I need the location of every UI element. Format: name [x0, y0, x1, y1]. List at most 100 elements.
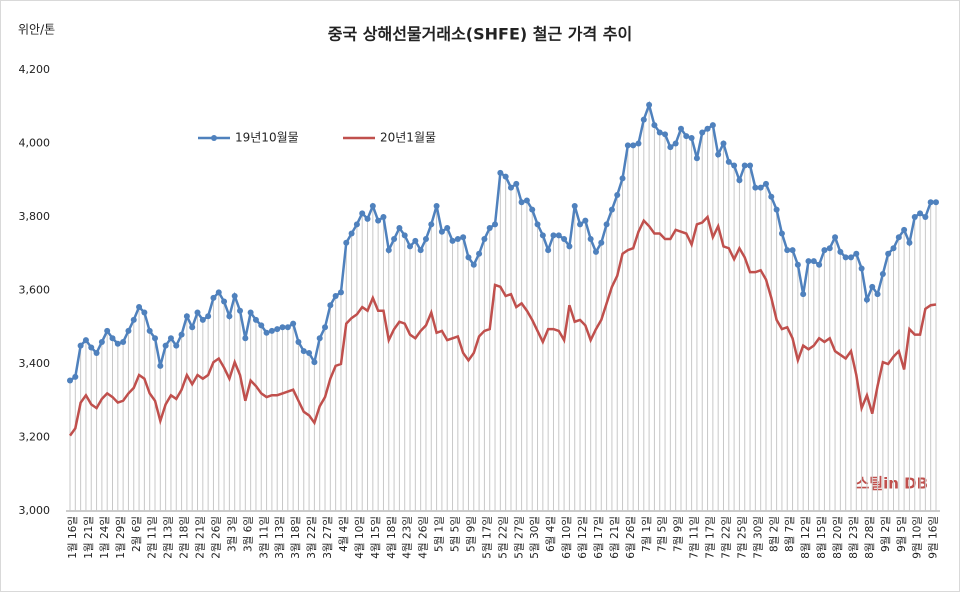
point-marker: [476, 250, 483, 257]
point-marker: [438, 228, 445, 235]
x-tick-label: 3월 18일: [289, 516, 302, 559]
x-tick-label: 3월 3일: [225, 516, 238, 552]
x-tick-label: 8월 12일: [799, 516, 812, 559]
point-marker: [98, 338, 105, 345]
point-marker: [821, 247, 828, 254]
point-marker: [88, 344, 95, 351]
point-marker: [847, 254, 854, 261]
point-marker: [651, 122, 658, 129]
x-tick-label: 9월 5일: [895, 516, 908, 552]
point-marker: [832, 234, 839, 241]
point-marker: [252, 316, 259, 323]
x-tick-label: 1월 29일: [114, 516, 127, 559]
x-tick-label: 3월 22일: [305, 516, 318, 559]
x-tick-label: 8월 20일: [831, 516, 844, 559]
x-tick-label: 9월 10일: [911, 516, 924, 559]
y-tick-label: 3,400: [19, 357, 51, 370]
point-marker: [167, 335, 174, 342]
x-tick-label: 7월 9일: [672, 516, 685, 552]
x-tick-label: 5월 9일: [464, 516, 477, 552]
x-tick-label: 2월 6일: [130, 516, 143, 552]
point-marker: [577, 221, 584, 228]
point-marker: [210, 294, 217, 301]
point-marker: [518, 199, 525, 206]
point-marker: [513, 180, 520, 187]
point-marker: [608, 206, 615, 213]
point-marker: [82, 337, 89, 344]
point-marker: [816, 261, 823, 268]
point-marker: [407, 243, 414, 250]
point-marker: [693, 155, 700, 162]
point-marker: [428, 221, 435, 228]
point-marker: [810, 258, 817, 265]
point-marker: [274, 326, 281, 333]
point-marker: [401, 232, 408, 239]
point-marker: [561, 236, 568, 243]
point-marker: [922, 214, 929, 220]
x-tick-label: 4월 26일: [417, 516, 430, 559]
x-tick-label: 5월 17일: [480, 516, 493, 559]
x-tick-label: 8월 15일: [815, 516, 828, 559]
point-marker: [662, 131, 669, 138]
point-marker: [837, 248, 844, 255]
point-marker: [731, 162, 738, 169]
point-marker: [295, 338, 302, 345]
chart-title: 중국 상해선물거래소(SHFE) 철근 가격 추이: [328, 25, 632, 44]
x-tick-label: 4월 10일: [353, 516, 366, 559]
point-marker: [316, 335, 323, 342]
point-marker: [635, 140, 642, 147]
point-marker: [502, 173, 509, 180]
point-marker: [911, 214, 918, 220]
point-marker: [322, 324, 329, 331]
point-marker: [778, 230, 785, 237]
point-marker: [874, 291, 881, 298]
x-tick-label: 2월 21일: [194, 516, 207, 559]
point-marker: [863, 296, 870, 303]
x-tick-label: 7월 22일: [719, 516, 732, 559]
point-marker: [789, 247, 796, 254]
point-marker: [646, 101, 653, 108]
point-marker: [762, 180, 769, 187]
point-marker: [422, 236, 429, 243]
x-tick-label: 4월 4일: [337, 516, 350, 552]
point-marker: [571, 202, 578, 209]
x-tick-label: 7월 30일: [751, 516, 764, 559]
y-tick-label: 3,200: [19, 431, 51, 444]
x-tick-label: 1월 16일: [66, 516, 79, 559]
point-marker: [268, 327, 275, 334]
point-marker: [550, 232, 557, 239]
point-marker: [449, 237, 456, 244]
x-tick-label: 6월 4일: [544, 516, 557, 552]
x-tick-label: 1월 21일: [82, 516, 95, 559]
point-marker: [906, 239, 913, 246]
point-marker: [306, 349, 313, 356]
point-marker: [656, 129, 663, 136]
x-tick-label: 5월 5일: [449, 516, 462, 552]
point-marker: [879, 270, 886, 277]
point-marker: [890, 245, 897, 252]
point-marker: [391, 236, 398, 243]
point-marker: [603, 221, 610, 228]
point-marker: [460, 234, 467, 241]
point-marker: [162, 342, 169, 349]
point-marker: [332, 293, 339, 300]
point-marker: [481, 236, 488, 243]
legend-marker: [211, 135, 217, 141]
point-marker: [492, 221, 499, 228]
x-tick-label: 8월 2일: [767, 516, 780, 552]
point-marker: [396, 225, 403, 232]
point-marker: [152, 335, 159, 342]
point-marker: [72, 373, 79, 380]
point-marker: [497, 169, 504, 176]
point-marker: [592, 248, 599, 255]
point-marker: [348, 230, 355, 237]
point-marker: [109, 335, 116, 342]
point-marker: [640, 116, 647, 123]
x-tick-label: 2월 13일: [162, 516, 175, 559]
x-tick-label: 4월 15일: [369, 516, 382, 559]
x-tick-label: 3월 27일: [321, 516, 334, 559]
point-marker: [141, 309, 148, 316]
point-marker: [327, 302, 334, 309]
point-marker: [417, 247, 424, 254]
point-marker: [624, 142, 631, 149]
